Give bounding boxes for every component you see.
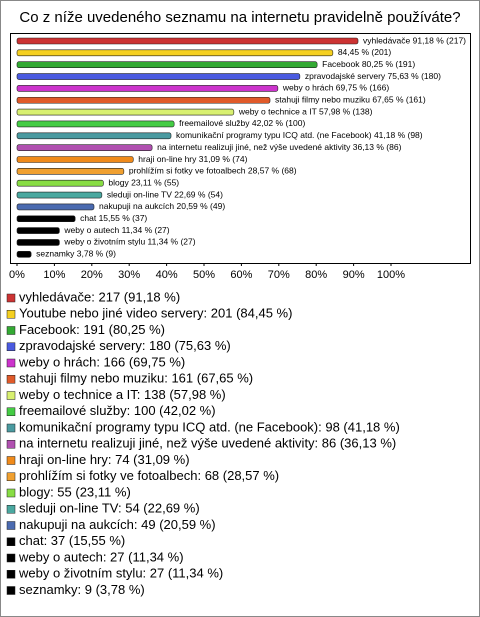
data-label: chat 15,55 % (37) (80, 213, 147, 223)
data-label: sleduji on-line TV 22,69 % (54) (107, 189, 223, 199)
bar (16, 108, 235, 116)
x-tick-label: 70% (268, 269, 290, 281)
legend-label: weby o autech: 27 (11,34 %) (18, 549, 184, 564)
bar (16, 191, 103, 199)
data-label: na internetu realizuji jiné, než výše uv… (157, 142, 401, 152)
legend-swatch (6, 423, 16, 433)
legend-label: stahuji filmy nebo muziku: 161 (67,65 %) (19, 371, 253, 386)
bar (16, 144, 153, 151)
data-label: stahuji filmy nebo muziku 67,65 % (161) (275, 95, 426, 105)
legend-label: vyhledávače: 217 (91,18 %) (19, 289, 180, 304)
legend-swatch (6, 375, 16, 384)
x-tick-label: 30% (118, 269, 140, 281)
bar (16, 251, 32, 258)
legend-label: chat: 37 (15,55 %) (19, 533, 125, 548)
data-label: weby o životním stylu 11,34 % (27) (63, 237, 195, 247)
data-label: hraji on-line hry 31,09 % (74) (138, 154, 247, 164)
bar (16, 120, 175, 128)
legend-label: zpravodajské servery: 180 (75,63 %) (19, 338, 231, 353)
bar (16, 203, 95, 211)
x-tick-label: 80% (305, 269, 327, 281)
legend-label: seznamky: 9 (3,78 %) (19, 582, 145, 597)
data-label: weby o hrách 69,75 % (166) (282, 83, 389, 93)
data-label: vyhledávače 91,18 % (217) (363, 35, 466, 45)
x-tick-label: 0% (9, 269, 25, 281)
data-label: 84,45 % (201) (338, 47, 392, 57)
chart-title: Co z níže uvedeného seznamu na internetu… (19, 9, 460, 26)
bar (16, 37, 359, 45)
legend-label: weby o technice a IT: 138 (57,98 %) (18, 387, 226, 402)
x-tick-label: 10% (43, 269, 65, 281)
data-label: komunikační programy typu ICQ atd. (ne F… (176, 130, 423, 140)
legend-label: Facebook: 191 (80,25 %) (19, 322, 165, 337)
data-label: zpravodajské servery 75,63 % (180) (305, 71, 441, 81)
bar (16, 239, 60, 246)
legend-label: Youtube nebo jiné video servery: 201 (84… (19, 306, 292, 321)
legend-swatch (6, 440, 16, 449)
bar (16, 156, 134, 163)
legend-label: hraji on-line hry: 74 (31,09 %) (19, 452, 190, 467)
legend-swatch (6, 358, 16, 368)
x-tick-label: 50% (193, 269, 215, 281)
data-label: seznamky 3,78 % (9) (36, 249, 116, 259)
x-tick-label: 90% (343, 269, 365, 281)
bar (16, 61, 318, 69)
bar (16, 179, 104, 187)
legend-label: weby o hrách: 166 (69,75 %) (18, 354, 185, 369)
data-label: nakupuji na aukcích 20,59 % (49) (99, 201, 225, 211)
data-label: weby o autech 11,34 % (27) (63, 225, 169, 235)
legend-swatch (6, 407, 16, 416)
legend-swatch (6, 570, 16, 579)
legend-label: weby o životním stylu: 27 (11,34 %) (18, 566, 223, 581)
x-tick-label: 100% (377, 269, 405, 281)
legend-swatch (6, 391, 16, 400)
legend-swatch (6, 586, 16, 595)
legend-label: prohlížím si fotky ve fotoalbech: 68 (28… (19, 468, 279, 483)
legend-swatch (6, 537, 16, 546)
legend-swatch (6, 342, 16, 351)
bar (16, 85, 279, 92)
bar (16, 49, 334, 57)
data-label: Facebook 80,25 % (191) (322, 59, 415, 69)
data-label: weby o technice a IT 57,98 % (138) (238, 106, 373, 116)
legend-label: sleduji on-line TV: 54 (22,69 %) (19, 501, 200, 516)
legend-swatch (6, 293, 16, 303)
bar (16, 227, 60, 234)
bar (16, 168, 125, 175)
x-tick-label: 60% (230, 269, 252, 281)
legend-label: na internetu realizuji jiné, než výše uv… (19, 436, 396, 451)
legend-swatch (6, 488, 16, 498)
bar (16, 132, 172, 140)
x-tick-label: 40% (156, 269, 178, 281)
legend-label: nakupuji na aukcích: 49 (20,59 %) (19, 517, 216, 532)
legend-swatch (6, 505, 16, 514)
legend-label: freemailové služby: 100 (42,02 %) (19, 403, 216, 418)
data-label: blogy 23,11 % (55) (108, 177, 179, 187)
bar (16, 96, 271, 104)
legend-swatch (6, 553, 16, 563)
legend-swatch (6, 456, 16, 465)
legend-swatch (6, 310, 16, 319)
x-tick-label: 20% (81, 269, 103, 281)
legend-label: blogy: 55 (23,11 %) (19, 484, 131, 499)
legend-swatch (6, 521, 16, 530)
legend-swatch (6, 326, 16, 335)
data-label: prohlížím si fotky ve fotoalbech 28,57 %… (129, 166, 297, 176)
legend-swatch (6, 472, 16, 481)
data-label: freemailové služby 42,02 % (100) (179, 118, 305, 128)
bar (16, 73, 301, 80)
legend-label: komunikační programy typu ICQ atd. (ne F… (19, 419, 400, 434)
bar (16, 215, 76, 223)
